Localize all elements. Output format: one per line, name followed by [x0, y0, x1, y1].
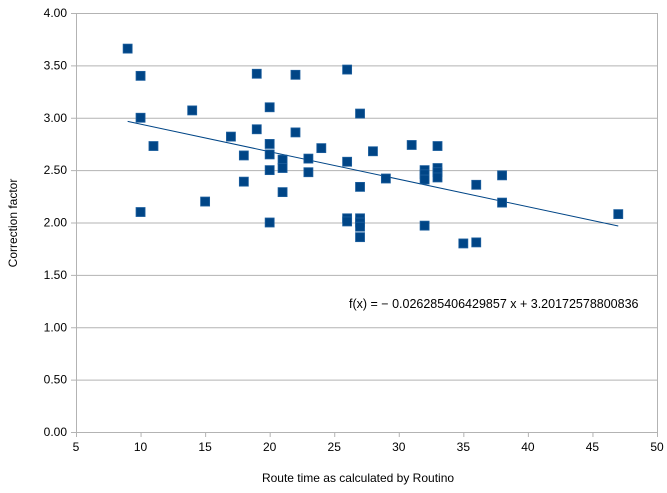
data-point — [380, 173, 391, 184]
y-tick-label: 2.50 — [44, 163, 68, 177]
data-point — [458, 238, 469, 249]
trendline-group — [127, 120, 619, 227]
data-point — [277, 154, 288, 165]
data-point — [419, 174, 430, 185]
data-point — [264, 217, 275, 228]
y-tick-label: 0.00 — [44, 425, 68, 439]
data-point — [342, 156, 353, 167]
data-point — [406, 140, 417, 150]
data-point — [238, 176, 249, 187]
x-tick-label: 10 — [134, 440, 148, 454]
axes — [71, 13, 658, 437]
data-point — [355, 232, 365, 243]
y-tick-label: 2.00 — [44, 216, 68, 230]
data-point — [355, 181, 365, 192]
y-tick-label: 4.00 — [44, 6, 68, 20]
data-point — [135, 70, 146, 81]
x-tick-label: 40 — [521, 440, 535, 454]
data-point — [226, 131, 236, 142]
data-point — [238, 150, 249, 161]
x-tick-labels: 5 10 15 20 25 30 35 40 45 50 — [73, 440, 664, 454]
data-point — [497, 197, 507, 208]
x-tick-label: 25 — [328, 440, 342, 454]
data-point — [316, 143, 327, 154]
data-point — [264, 102, 275, 113]
y-tick-label: 0.50 — [44, 373, 68, 387]
data-point — [419, 220, 430, 231]
data-point — [303, 167, 314, 178]
data-point — [264, 139, 275, 149]
y-tick-label: 1.00 — [44, 320, 68, 334]
data-point — [471, 237, 482, 248]
y-tick-label: 1.50 — [44, 268, 68, 282]
data-point — [277, 163, 288, 173]
data-point — [200, 196, 211, 207]
data-point — [355, 108, 365, 119]
data-point — [277, 187, 288, 198]
trendline — [127, 120, 619, 227]
x-axis-title: Route time as calculated by Routino — [262, 471, 454, 485]
y-axis-title: Correction factor — [6, 179, 20, 268]
data-point — [187, 105, 198, 116]
x-tick-label: 45 — [586, 440, 600, 454]
y-tick-labels: 0.00 0.50 1.00 1.50 2.00 2.50 3.00 3.50 4.00 — [44, 6, 68, 439]
x-tick-label: 20 — [263, 440, 277, 454]
x-tick-label: 35 — [457, 440, 471, 454]
data-point — [432, 172, 443, 183]
gridlines — [76, 13, 657, 433]
data-point — [432, 141, 443, 151]
trendline-equation: f(x) = − 0.026285406429857 x + 3.2017257… — [349, 297, 639, 311]
data-point — [148, 141, 159, 151]
x-tick-label: 15 — [198, 440, 212, 454]
x-tick-label: 50 — [650, 440, 664, 454]
data-point — [290, 69, 301, 80]
data-point — [264, 149, 275, 160]
data-point — [264, 165, 275, 176]
x-tick-label: 5 — [73, 440, 80, 454]
data-point — [135, 112, 146, 123]
x-tick-label: 30 — [392, 440, 406, 454]
data-point — [613, 209, 624, 220]
data-point — [471, 179, 482, 190]
data-point — [342, 216, 353, 227]
data-point — [303, 153, 314, 164]
data-points — [122, 43, 624, 249]
y-tick-label: 3.50 — [44, 58, 68, 72]
data-point — [290, 127, 301, 138]
data-point — [368, 146, 378, 157]
data-point — [135, 207, 146, 217]
data-point — [497, 170, 507, 181]
data-point — [251, 68, 262, 79]
y-tick-label: 3.00 — [44, 111, 68, 125]
data-point — [251, 124, 262, 135]
data-point — [122, 43, 133, 54]
data-point — [342, 64, 353, 75]
data-point — [355, 221, 365, 232]
